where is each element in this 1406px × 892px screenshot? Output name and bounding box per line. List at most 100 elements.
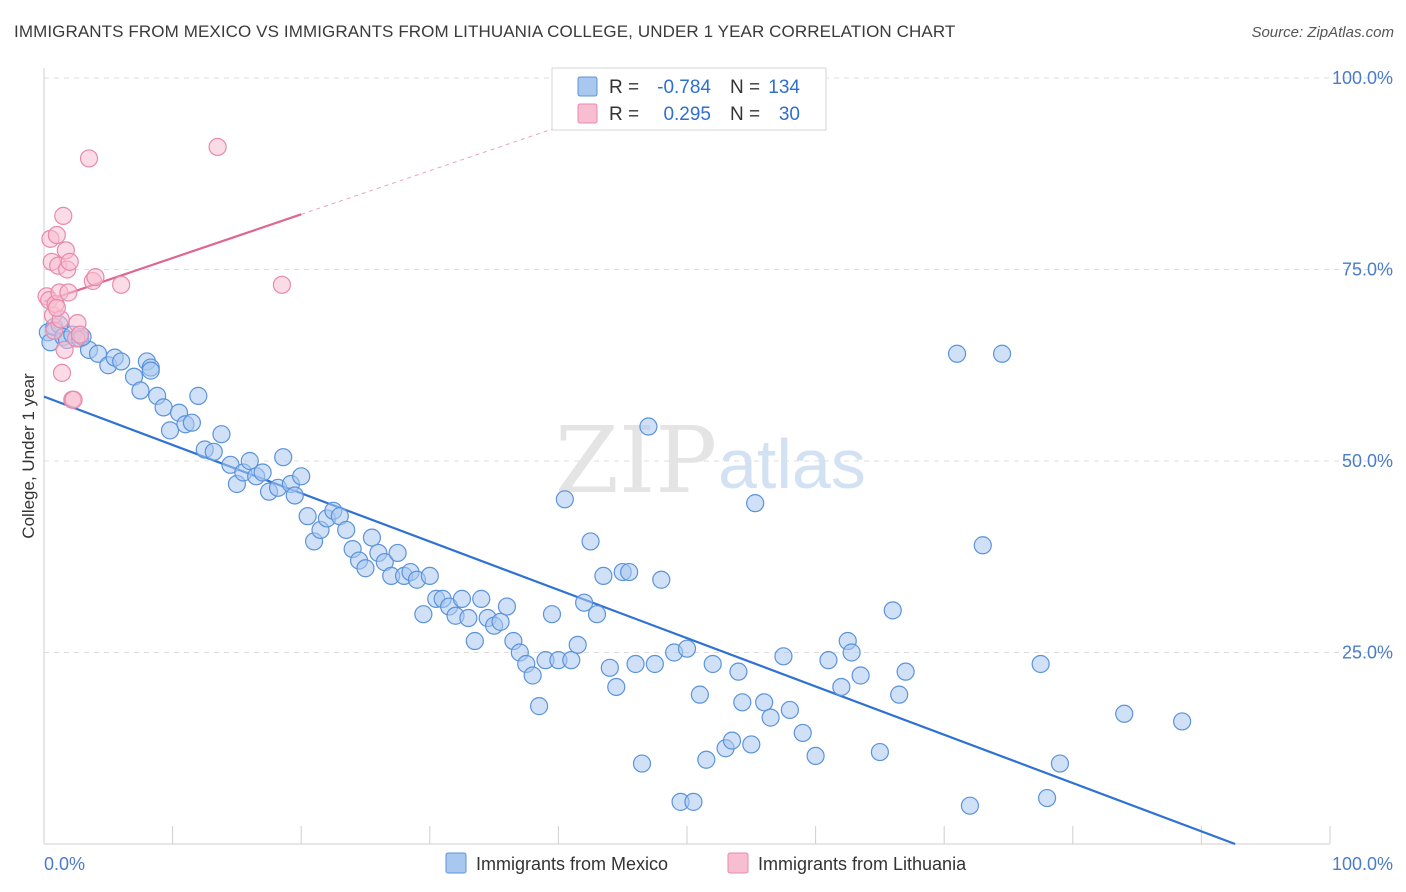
point-mexico [607, 677, 626, 697]
point-mexico [581, 532, 600, 551]
point-mexico [746, 494, 765, 513]
point-lithuania [54, 206, 73, 225]
point-mexico [690, 685, 709, 704]
point-mexico [420, 566, 439, 586]
point-mexico [722, 731, 742, 750]
x-tick-labels: 0.0% 100.0% [44, 854, 1393, 874]
point-mexico [793, 723, 812, 743]
point-mexico [337, 520, 356, 540]
legend-box: R = -0.784 N = 134 R = 0.295 N = 30 [551, 67, 827, 131]
point-mexico [160, 421, 180, 440]
point-lithuania [112, 275, 131, 294]
point-mexico [253, 463, 272, 482]
legend-swatch-lithuania [577, 103, 598, 124]
point-mexico [530, 697, 549, 716]
point-mexico [465, 631, 484, 651]
trend-line-lithuania-extension [301, 117, 585, 215]
legend-r-label-0: R = [609, 77, 639, 98]
point-mexico [452, 589, 472, 608]
bottom-legend-lithuania: Immigrants from Lithuania [758, 854, 967, 874]
x-tick-label-start: 0.0% [44, 854, 85, 874]
legend-swatch-mexico [577, 76, 598, 97]
point-mexico [459, 608, 478, 628]
point-mexico [189, 386, 208, 405]
point-mexico [388, 543, 407, 563]
point-lithuania [272, 275, 292, 294]
point-mexico [414, 605, 433, 624]
bottom-legend: Immigrants from Mexico Immigrants from L… [445, 852, 967, 874]
point-mexico [568, 635, 587, 654]
watermark-atlas: atlas [718, 425, 866, 503]
y-tick-label: 50.0% [1342, 451, 1393, 471]
axes [43, 68, 1331, 845]
point-lithuania [55, 340, 74, 360]
point-mexico [472, 589, 491, 608]
point-mexico [761, 708, 780, 727]
point-mexico [285, 486, 304, 505]
point-mexico [620, 562, 639, 582]
bottom-legend-mexico: Immigrants from Mexico [476, 854, 668, 874]
point-mexico [960, 796, 980, 815]
y-tick-label: 25.0% [1342, 643, 1393, 663]
point-mexico [677, 639, 697, 658]
point-mexico [890, 685, 909, 704]
point-lithuania [208, 137, 227, 157]
point-mexico [819, 651, 838, 670]
point-lithuania [64, 390, 83, 409]
point-mexico [1115, 704, 1134, 723]
point-mexico [842, 643, 861, 662]
grid-lines [44, 77, 1392, 653]
point-mexico [523, 666, 542, 685]
source-label: Source: ZipAtlas.com [1251, 24, 1394, 41]
point-mexico [240, 451, 259, 471]
point-mexico [780, 700, 799, 720]
y-tick-labels: 25.0% 50.0% 75.0% 100.0% [1332, 68, 1393, 663]
point-mexico [733, 693, 752, 712]
point-lithuania [79, 149, 99, 168]
point-mexico [639, 417, 658, 436]
point-mexico [729, 662, 748, 681]
point-mexico [575, 593, 594, 612]
point-mexico [212, 425, 231, 444]
point-mexico [703, 654, 722, 674]
point-mexico [742, 735, 761, 754]
point-mexico [141, 361, 160, 380]
watermark-zip: ZIP [555, 407, 717, 514]
point-mexico [497, 597, 517, 616]
point-mexico [562, 651, 581, 670]
point-mexico [626, 654, 645, 674]
point-mexico [632, 754, 652, 773]
point-lithuania [47, 225, 66, 245]
point-mexico [652, 570, 671, 589]
point-mexico [587, 605, 607, 624]
point-mexico [806, 746, 825, 766]
trend-line-lithuania [43, 213, 302, 303]
point-mexico [491, 612, 510, 631]
point-mexico [154, 398, 173, 417]
point-mexico [542, 605, 562, 624]
legend-r-value-1: 0.295 [663, 104, 711, 125]
chart-title: IMMIGRANTS FROM MEXICO VS IMMIGRANTS FRO… [14, 22, 956, 41]
bottom-legend-swatch-mexico [445, 852, 467, 874]
point-mexico [832, 677, 851, 697]
legend-n-value-1: 30 [779, 104, 800, 125]
point-mexico [755, 693, 774, 712]
legend-n-label-1: N = [730, 104, 760, 125]
point-mexico [883, 601, 902, 620]
point-mexico [973, 536, 992, 555]
point-mexico [645, 654, 664, 674]
point-mexico [356, 559, 375, 578]
point-mexico [112, 352, 131, 371]
point-lithuania [52, 363, 72, 383]
legend-r-value-0: -0.784 [657, 77, 711, 98]
point-mexico [204, 442, 223, 461]
legend-r-label-1: R = [609, 104, 639, 125]
point-mexico [896, 662, 915, 681]
legend-n-value-0: 134 [768, 77, 800, 98]
point-mexico [697, 750, 716, 769]
point-mexico [870, 742, 890, 762]
legend-n-label-0: N = [730, 77, 760, 98]
point-mexico [555, 490, 574, 509]
point-mexico [851, 666, 870, 685]
